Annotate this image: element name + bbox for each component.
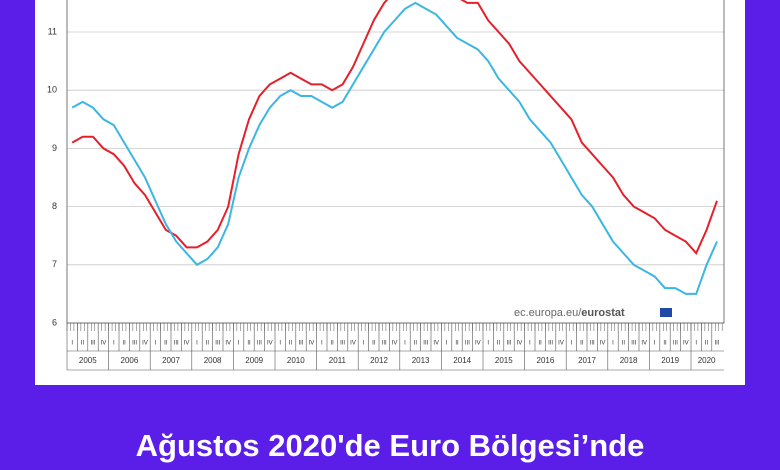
year-label: 2018 [620, 356, 638, 365]
x-tick-label: IV [600, 341, 606, 347]
x-tick-label: II [580, 341, 584, 347]
x-tick-label: III [548, 341, 553, 347]
x-tick-label: III [714, 341, 719, 347]
x-tick-label: II [497, 341, 501, 347]
x-tick-label: III [673, 341, 678, 347]
year-label: 2013 [412, 356, 430, 365]
x-tick-label: III [215, 341, 220, 347]
x-tick-label: III [631, 341, 636, 347]
x-tick-label: II [705, 341, 709, 347]
x-tick-label: II [289, 341, 293, 347]
year-label: 2007 [162, 356, 180, 365]
x-tick-label: III [590, 341, 595, 347]
x-tick-label: III [174, 341, 179, 347]
x-tick-label: IV [184, 341, 190, 347]
y-tick-label: 7 [52, 259, 57, 269]
year-label: 2014 [453, 356, 471, 365]
x-tick-label: IV [641, 341, 647, 347]
year-label: 2006 [121, 356, 139, 365]
x-tick-label: III [382, 341, 387, 347]
x-tick-label: IV [475, 341, 481, 347]
x-tick-label: II [414, 341, 418, 347]
x-tick-label: I [404, 341, 406, 347]
x-tick-label: IV [392, 341, 398, 347]
x-tick-label: IV [267, 341, 273, 347]
source-name: eurostat [581, 307, 625, 319]
x-tick-label: I [279, 341, 281, 347]
caption: Ağustos 2020'de Euro Bölgesi’nde [136, 428, 645, 463]
x-tick-label: I [612, 341, 614, 347]
x-tick-label: III [340, 341, 345, 347]
x-tick-label: IV [225, 341, 231, 347]
x-tick-label: III [298, 341, 303, 347]
x-tick-label: II [372, 341, 376, 347]
year-label: 2015 [495, 356, 513, 365]
x-tick-label: IV [101, 341, 107, 347]
x-tick-label: I [196, 341, 198, 347]
x-tick-label: I [71, 341, 73, 347]
x-tick-label: I [321, 341, 323, 347]
series-line [71, 0, 718, 255]
source: ec.europa.eu/eurostat [514, 307, 625, 319]
y-tick-label: 6 [52, 317, 57, 327]
x-tick-label: IV [309, 341, 315, 347]
x-tick-label: IV [517, 341, 523, 347]
x-tick-label: II [663, 341, 667, 347]
year-label: 2019 [661, 356, 679, 365]
plot-frame [66, 0, 725, 324]
x-tick-label: IV [433, 341, 439, 347]
x-tick-label: I [654, 341, 656, 347]
y-tick-label: 10 [47, 85, 57, 95]
x-tick-label: II [164, 341, 168, 347]
x-tick-label: III [423, 341, 428, 347]
year-label: 2012 [370, 356, 388, 365]
x-tick-label: I [155, 341, 157, 347]
x-tick-label: I [363, 341, 365, 347]
year-label: 2011 [329, 356, 347, 365]
x-tick-label: I [446, 341, 448, 347]
x-tick-label: II [539, 341, 543, 347]
x-tick-label: II [81, 341, 85, 347]
x-tick-label: I [487, 341, 489, 347]
x-tick-label: II [247, 341, 251, 347]
x-tick-label: I [113, 341, 115, 347]
year-label: 2010 [287, 356, 305, 365]
x-tick-label: III [90, 341, 95, 347]
x-tick-label: IV [350, 341, 356, 347]
y-tick-label: 9 [52, 143, 57, 153]
year-label: 2020 [698, 356, 716, 365]
x-tick-label: II [206, 341, 210, 347]
x-tick-label: III [506, 341, 511, 347]
chart-panel [35, 0, 745, 385]
plot [71, 0, 718, 295]
x-tick-label: IV [558, 341, 564, 347]
x-tick-label: III [132, 341, 137, 347]
year-label: 2005 [79, 356, 97, 365]
y-tick-label: 11 [48, 26, 57, 36]
y-tick-label: 8 [52, 201, 57, 211]
x-tick-label: II [331, 341, 335, 347]
x-tick-label: IV [142, 341, 148, 347]
x-tick-label: II [455, 341, 459, 347]
x-tick-label: IV [683, 341, 689, 347]
x-tick-label: I [529, 341, 531, 347]
x-tick-label: III [257, 341, 262, 347]
year-label: 2009 [245, 356, 263, 365]
x-tick-label: I [571, 341, 573, 347]
x-tick-label: I [238, 341, 240, 347]
eu-flag [660, 308, 672, 317]
x-tick-label: I [695, 341, 697, 347]
source-prefix: ec.europa.eu/ [514, 307, 582, 319]
series-line [71, 1, 718, 295]
year-label: 2017 [578, 356, 596, 365]
x-tick-label: II [622, 341, 626, 347]
x-tick-label: II [123, 341, 127, 347]
year-label: 2008 [204, 356, 222, 365]
year-label: 2016 [537, 356, 555, 365]
x-tick-label: III [465, 341, 470, 347]
